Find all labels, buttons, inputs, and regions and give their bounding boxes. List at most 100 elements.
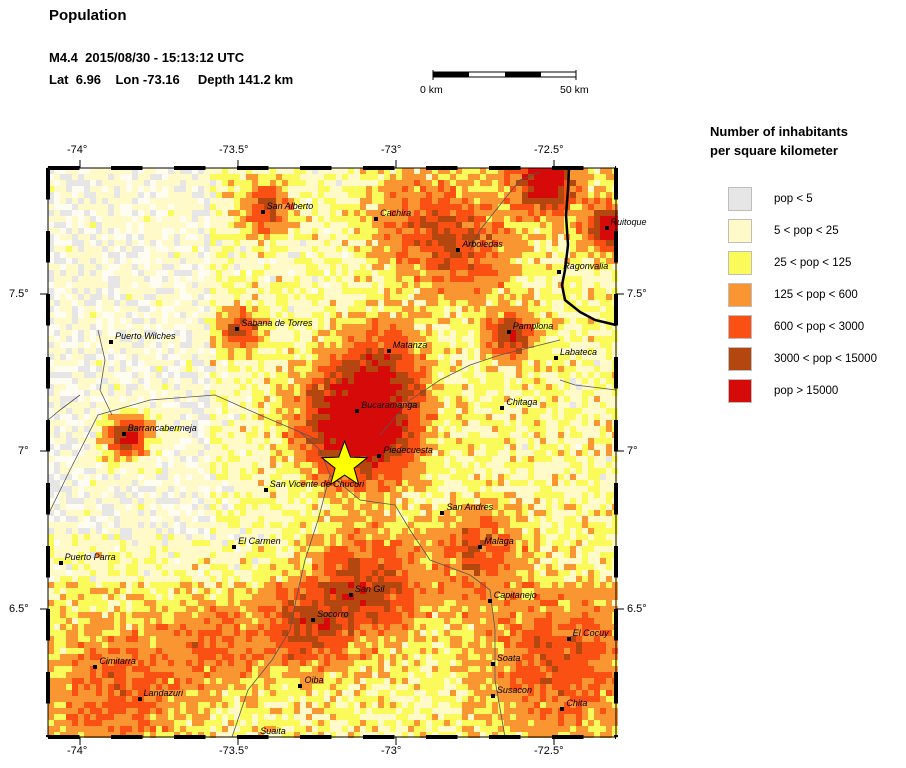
river-line	[379, 339, 561, 436]
legend-swatch	[728, 315, 752, 339]
city-label: Capitanejo	[493, 590, 537, 601]
city-label: El Cocuy	[572, 628, 609, 638]
city-marker	[109, 339, 114, 344]
lon-tick-label-bottom: -72.5°	[534, 745, 564, 757]
river-line	[559, 379, 617, 391]
lat-tick-label-right: 7°	[627, 445, 638, 457]
city-label: Puerto Parra	[64, 552, 116, 563]
legend-label: 3000 < pop < 15000	[774, 353, 877, 365]
city-marker	[311, 618, 316, 623]
city-label: San Gil	[354, 583, 385, 594]
city-marker	[490, 662, 495, 667]
legend-swatch	[728, 219, 752, 243]
city-label: Barrancabermeja	[127, 422, 197, 433]
river-line	[97, 329, 113, 416]
legend-swatch	[728, 283, 752, 307]
scale-bar-right-label: 50 km	[560, 84, 589, 96]
city-marker	[254, 735, 259, 739]
river-line	[47, 394, 81, 421]
legend-swatch	[728, 379, 752, 403]
legend-title-line2: per square kilometer	[710, 143, 838, 158]
city-label: Matanza	[392, 340, 428, 351]
legend-title: Number of inhabitants per square kilomet…	[710, 122, 900, 160]
map-frame	[47, 167, 617, 738]
city-label: Suaita	[260, 726, 286, 736]
lon-tick-label-top: -74°	[67, 144, 88, 156]
city-label: Pamplona	[512, 321, 554, 332]
city-label: San Alberto	[266, 201, 314, 212]
city-marker	[235, 327, 240, 332]
lon-tick-label-top: -73.5°	[219, 144, 249, 156]
city-marker	[506, 330, 511, 335]
legend-item: 600 < pop < 3000	[728, 315, 864, 339]
city-label: El Carmen	[238, 536, 281, 547]
city-marker	[58, 561, 63, 566]
city-marker	[456, 248, 461, 253]
event-time: M4.4 2015/08/30 - 15:13:12 UTC	[49, 50, 245, 65]
lat-tick-label-right: 6.5°	[627, 603, 647, 615]
river-line	[329, 474, 506, 738]
city-label: Ruitoque	[610, 217, 647, 228]
legend-item: 25 < pop < 125	[728, 251, 851, 275]
legend-label: pop > 15000	[774, 385, 839, 397]
map-title: Population	[49, 7, 127, 24]
city-marker	[260, 210, 265, 215]
legend-label: 25 < pop < 125	[774, 257, 852, 269]
legend-label: 5 < pop < 25	[774, 225, 839, 237]
city-marker	[500, 406, 505, 411]
city-label: Chitaga	[506, 397, 538, 408]
city-marker	[348, 592, 353, 597]
city-label: Soata	[496, 653, 521, 664]
lon-tick-label-bottom: -74°	[67, 745, 88, 757]
city-marker	[604, 226, 609, 231]
city-label: Chita	[566, 697, 588, 708]
lon-tick-label-top: -73°	[381, 144, 402, 156]
city-label: Puerto Wilches	[115, 330, 176, 341]
legend-swatch	[728, 347, 752, 371]
city-marker	[490, 693, 495, 698]
legend-item: pop > 15000	[728, 379, 838, 403]
legend-title-line1: Number of inhabitants	[710, 124, 848, 139]
legend-item: 3000 < pop < 15000	[728, 347, 877, 371]
city-label: Sabana de Torres	[241, 318, 313, 329]
city-marker	[478, 545, 483, 550]
city-label: Ragonvalia	[563, 261, 609, 272]
lon-tick-label-top: -72.5°	[534, 144, 564, 156]
city-label: Piedecuesta	[383, 444, 433, 455]
city-label: Oiba	[304, 675, 324, 686]
city-label: Labateca	[560, 346, 598, 357]
legend-swatch	[728, 187, 752, 211]
scale-bar-left-label: 0 km	[420, 84, 443, 96]
city-marker	[557, 270, 562, 275]
legend-label: 600 < pop < 3000	[774, 321, 865, 333]
legend-label: 125 < pop < 600	[774, 289, 858, 301]
river-line	[469, 171, 541, 251]
lat-tick-label-left: 7.5°	[9, 288, 29, 300]
city-label: Susacon	[496, 684, 532, 695]
scale-bar-segment	[505, 72, 541, 77]
scale-bar-segment	[433, 72, 469, 77]
city-label: San Andres	[446, 501, 494, 512]
city-label: Bucaramanga	[361, 400, 418, 411]
city-marker	[121, 431, 126, 436]
international-border	[560, 167, 617, 327]
city-marker	[355, 409, 360, 414]
city-label: Socorro	[317, 609, 349, 620]
city-marker	[93, 665, 98, 670]
lon-tick-label-bottom: -73.5°	[219, 745, 249, 757]
city-marker	[374, 216, 379, 221]
city-label: Landazuri	[143, 688, 184, 699]
lat-tick-label-left: 7°	[18, 445, 29, 457]
legend-label: pop < 5	[774, 193, 813, 205]
city-marker	[440, 510, 445, 515]
city-marker	[298, 684, 303, 689]
city-label: Cachira	[380, 207, 412, 218]
legend-item: 125 < pop < 600	[728, 283, 858, 307]
city-marker	[263, 488, 268, 493]
city-label: San Vicente de Chucuri	[269, 479, 365, 490]
event-location: Lat 6.96 Lon -73.16 Depth 141.2 km	[49, 72, 294, 87]
city-marker	[566, 637, 571, 641]
legend-swatch	[728, 251, 752, 275]
city-marker	[487, 599, 492, 604]
